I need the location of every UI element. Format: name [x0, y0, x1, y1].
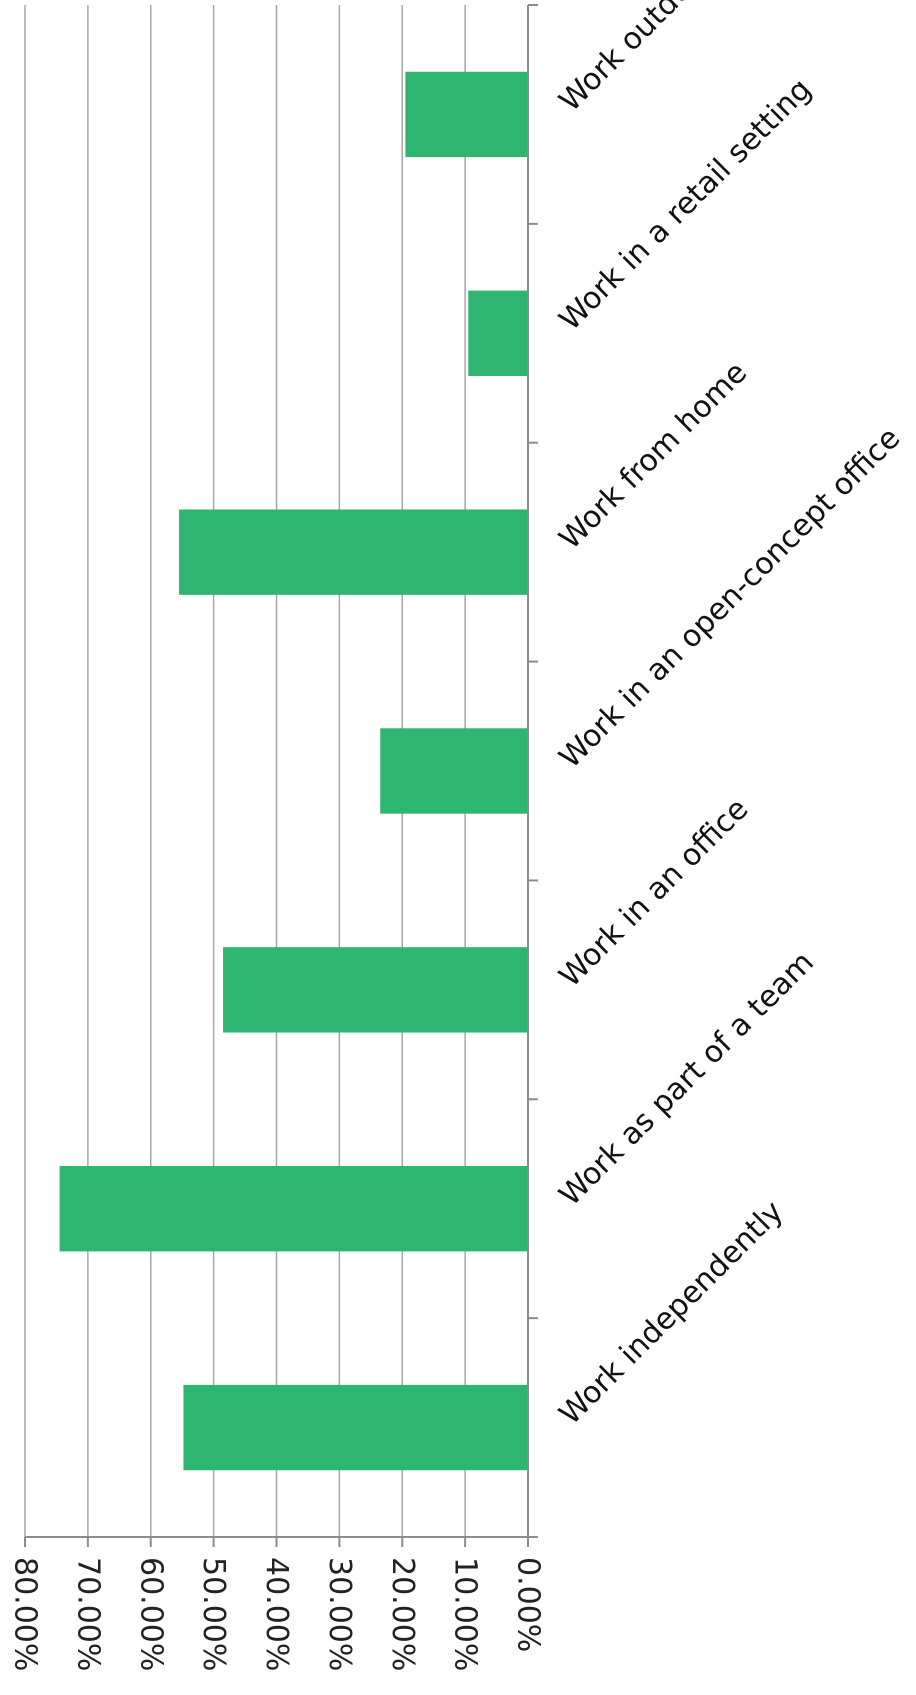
tick-label-10: 10.00%: [448, 1557, 483, 1671]
tick-label-70: 70.00%: [70, 1557, 105, 1671]
tick-labels: 0.00% 10.00% 20.00% 30.00% 40.00% 50.00% 60.00…: [8, 1557, 546, 1671]
tick-label-0: 0.00%: [511, 1557, 546, 1652]
bar-2: [179, 509, 528, 595]
category-label-4: Work in an office: [553, 792, 756, 995]
bar-3: [380, 728, 528, 814]
bar-0: [405, 71, 528, 158]
bar-6: [183, 1384, 528, 1471]
tick-label-20: 20.00%: [385, 1557, 420, 1671]
bar-1: [468, 290, 528, 376]
category-label-0: Work outdoors: [553, 0, 732, 119]
bar-5: [59, 1166, 529, 1252]
category-label-5: Work as part of a team: [553, 945, 821, 1213]
category-axis: [24, 4, 538, 1547]
category-label-1: Work in a retail setting: [553, 72, 819, 338]
category-label-6: Work independently: [553, 1194, 791, 1432]
category-label-3: Work in an open-concept office: [553, 421, 908, 776]
bar-4: [223, 947, 528, 1033]
tick-label-40: 40.00%: [259, 1557, 294, 1671]
category-label-2: Work from home: [553, 355, 754, 556]
bars: [59, 71, 529, 1471]
tick-label-80: 80.00%: [8, 1557, 43, 1671]
tick-label-60: 60.00%: [133, 1557, 168, 1671]
gridlines: [24, 5, 466, 1537]
tick-label-30: 30.00%: [322, 1557, 357, 1671]
tick-label-50: 50.00%: [196, 1557, 231, 1671]
